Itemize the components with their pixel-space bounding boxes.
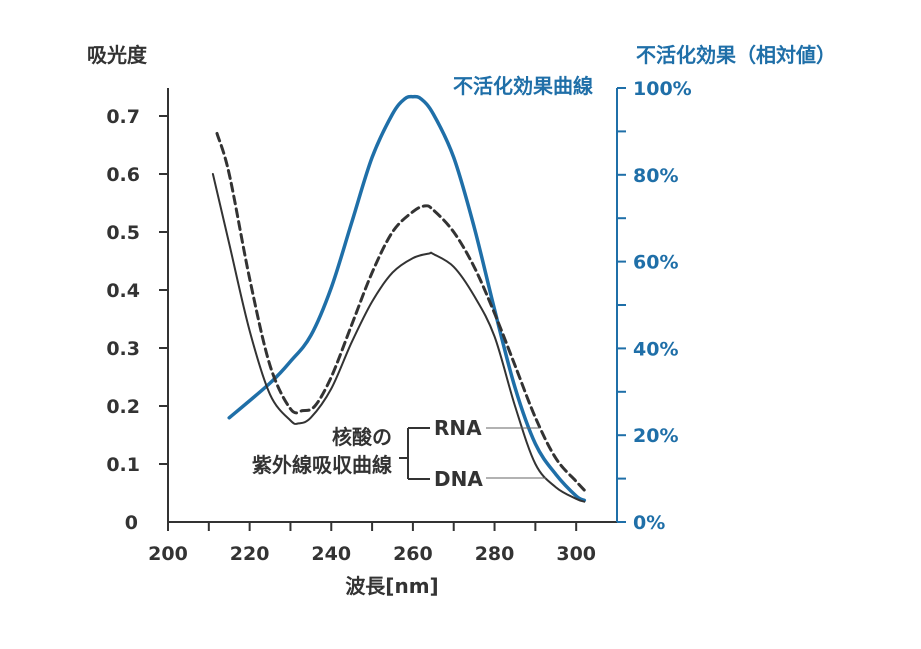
y-right-tick-label: 80% bbox=[633, 165, 678, 187]
y-left-tick-label: 0.1 bbox=[106, 454, 140, 476]
y-right-tick-label: 20% bbox=[633, 425, 678, 447]
x-tick-label: 260 bbox=[393, 543, 433, 565]
y-left-tick-label: 0.5 bbox=[106, 222, 140, 244]
ticks: 200 220 240 260 280 300 0 0.1 0.2 0.3 0.4 0.5 0.6 0.7… bbox=[106, 78, 691, 565]
x-axis-title: 波長[nm] bbox=[345, 574, 438, 598]
inactivation-curve bbox=[227, 94, 587, 503]
y-left-tick-label: 0 bbox=[125, 512, 138, 534]
curves bbox=[211, 94, 587, 503]
y-right-tick-label: 40% bbox=[633, 338, 678, 360]
annotations: 吸光度 不活化効果（相対値） 不活化効果曲線 波長[nm] 核酸の 紫外線吸収曲… bbox=[87, 43, 836, 598]
inactivation-curve-label: 不活化効果曲線 bbox=[453, 74, 593, 98]
x-tick-label: 280 bbox=[475, 543, 515, 565]
x-tick-label: 200 bbox=[148, 543, 188, 565]
bracket-label-line1: 核酸の bbox=[332, 425, 392, 449]
y-left-tick-label: 0.7 bbox=[106, 106, 140, 128]
x-tick-label: 300 bbox=[556, 543, 596, 565]
left-axis-title: 吸光度 bbox=[87, 43, 148, 67]
y-right-tick-label: 60% bbox=[633, 252, 678, 274]
rna-label: RNA bbox=[434, 416, 482, 440]
right-axis-title: 不活化効果（相対値） bbox=[636, 43, 836, 67]
dna-label: DNA bbox=[434, 467, 483, 491]
bracket-label-line2: 紫外線吸収曲線 bbox=[252, 453, 392, 477]
y-left-tick-label: 0.2 bbox=[106, 396, 140, 418]
x-tick-label: 220 bbox=[230, 543, 270, 565]
y-left-tick-label: 0.3 bbox=[106, 338, 140, 360]
y-right-tick-label: 100% bbox=[633, 78, 692, 100]
legend-bracket bbox=[399, 427, 430, 480]
dna-absorption-curve bbox=[211, 173, 586, 503]
axes bbox=[167, 88, 618, 523]
y-right-tick-label: 0% bbox=[633, 512, 665, 534]
y-left-tick-label: 0.4 bbox=[106, 280, 140, 302]
y-left-tick-label: 0.6 bbox=[106, 164, 140, 186]
rna-absorption-curve bbox=[215, 131, 586, 492]
x-tick-label: 240 bbox=[311, 543, 351, 565]
